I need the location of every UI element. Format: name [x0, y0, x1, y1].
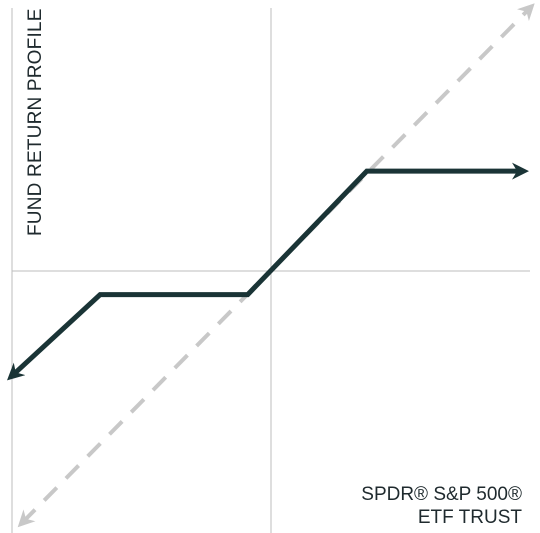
series-benchmark-label-line-1: SPDR® S&P 500® — [361, 484, 522, 505]
series-fund-return-line — [6, 162, 530, 381]
y-axis-label: FUND RETURN PROFILE — [25, 8, 46, 236]
series-benchmark-label-line-2: ETF TRUST — [418, 507, 523, 528]
series-benchmark-line — [17, 3, 535, 528]
